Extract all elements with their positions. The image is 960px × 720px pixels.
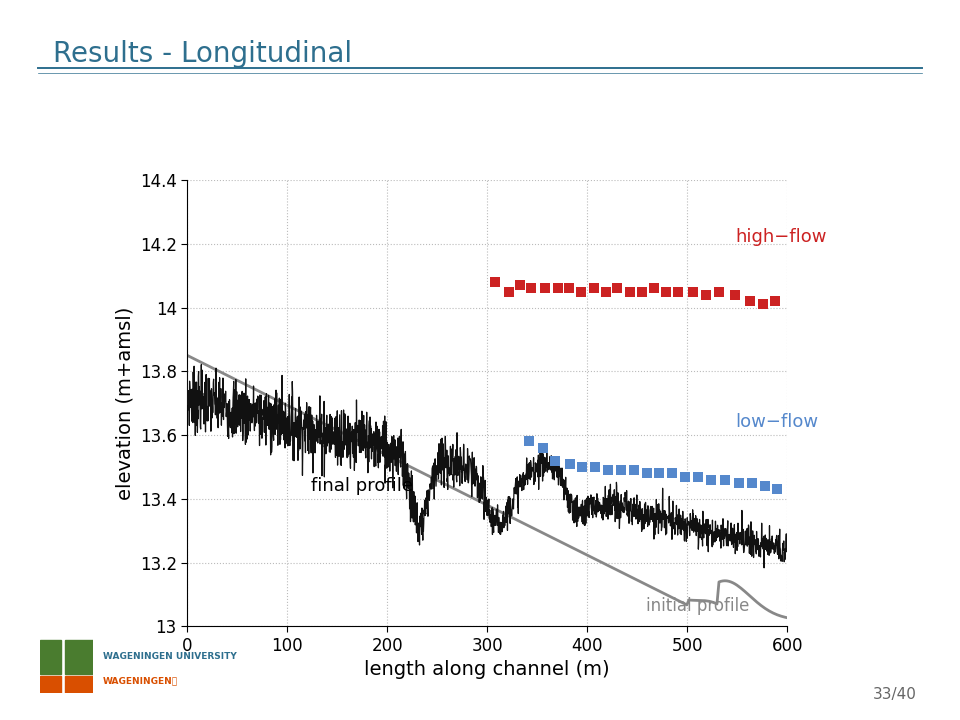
Text: WAGENINGENⓇ: WAGENINGENⓇ — [103, 677, 178, 685]
Point — [610, 283, 625, 294]
Point — [521, 436, 537, 447]
Point — [613, 464, 629, 476]
Point — [646, 283, 661, 294]
Point — [562, 283, 577, 294]
Point — [523, 283, 539, 294]
Point — [501, 286, 516, 297]
Point — [756, 299, 771, 310]
Point — [513, 279, 528, 291]
Point — [573, 286, 588, 297]
Point — [547, 455, 563, 467]
Point — [536, 442, 551, 454]
Text: high−flow: high−flow — [735, 228, 827, 246]
Text: Results - Longitudinal: Results - Longitudinal — [53, 40, 352, 68]
Point — [770, 484, 785, 495]
Bar — [64, 677, 93, 693]
Point — [717, 474, 732, 485]
Point — [627, 464, 642, 476]
Bar — [40, 677, 61, 693]
Point — [563, 458, 578, 469]
Point — [678, 471, 693, 482]
Point — [757, 480, 773, 492]
Point — [622, 286, 637, 297]
Point — [742, 295, 757, 307]
Text: 33/40: 33/40 — [873, 687, 917, 702]
Point — [550, 283, 565, 294]
Point — [732, 477, 747, 489]
Point — [635, 286, 650, 297]
Point — [690, 471, 706, 482]
Point — [745, 477, 760, 489]
Point — [768, 295, 783, 307]
Bar — [64, 640, 93, 674]
Text: final profile: final profile — [311, 477, 413, 495]
Point — [685, 286, 701, 297]
Point — [574, 462, 589, 473]
Text: low−flow: low−flow — [735, 413, 818, 431]
Text: initial profile: initial profile — [645, 597, 749, 615]
Point — [711, 286, 727, 297]
Point — [670, 286, 685, 297]
Point — [699, 289, 714, 300]
Point — [704, 474, 719, 485]
Point — [538, 283, 553, 294]
Point — [652, 467, 667, 479]
Bar — [40, 640, 61, 674]
Point — [728, 289, 743, 300]
Point — [488, 276, 503, 288]
Point — [659, 286, 674, 297]
Point — [587, 283, 602, 294]
Point — [601, 464, 616, 476]
X-axis label: length along channel (m): length along channel (m) — [365, 660, 610, 680]
Point — [639, 467, 655, 479]
Point — [588, 462, 603, 473]
Y-axis label: elevation (m+amsl): elevation (m+amsl) — [115, 307, 134, 500]
Point — [598, 286, 613, 297]
Text: WAGENINGEN UNIVERSITY: WAGENINGEN UNIVERSITY — [103, 652, 236, 661]
Point — [664, 467, 680, 479]
